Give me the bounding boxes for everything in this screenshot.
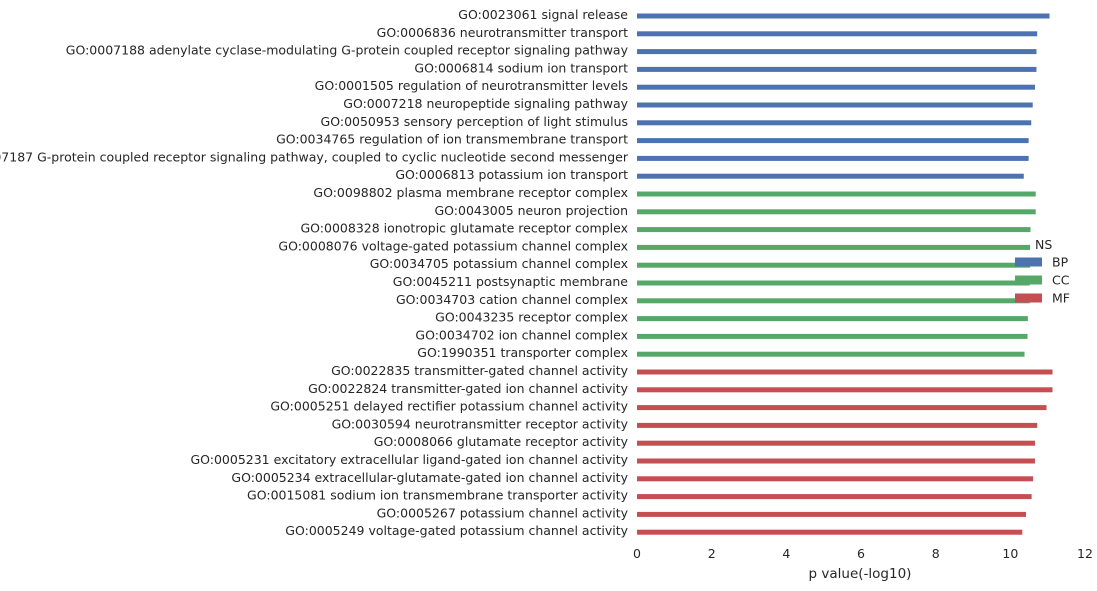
bar-mf — [637, 440, 1035, 446]
bar-mf — [637, 405, 1047, 411]
category-label: GO:0022835 transmitter-gated channel act… — [331, 363, 628, 378]
bar-mf — [637, 422, 1038, 428]
category-label: GO:0045211 postsynaptic membrane — [393, 274, 629, 289]
bar-mf — [637, 494, 1032, 500]
bar-mf — [637, 369, 1053, 375]
category-label: GO:0007218 neuropeptide signaling pathwa… — [343, 96, 628, 111]
x-tick-label: 0 — [633, 546, 641, 561]
x-axis-label: p value(-log10) — [809, 566, 912, 582]
category-label: GO:0008076 voltage-gated potassium chann… — [278, 238, 628, 253]
category-label: GO:0034702 ion channel complex — [415, 327, 628, 342]
x-axis-ticks-layer: 0 2 4 6 8 10 12 — [633, 546, 1093, 561]
x-tick-label: 10 — [1002, 546, 1018, 561]
bar-bp — [637, 102, 1033, 108]
category-label: GO:0005234 extracellular-glutamate-gated… — [231, 470, 628, 485]
x-tick-label: 6 — [857, 546, 865, 561]
bar-cc — [637, 316, 1028, 322]
category-label: GO:0015081 sodium ion transmembrane tran… — [247, 488, 629, 503]
category-label: GO:0008066 glutamate receptor activity — [374, 434, 629, 449]
category-label: GO:0005267 potassium channel activity — [377, 505, 629, 520]
legend: NS BP CC MF — [1015, 237, 1070, 306]
bar-bp — [637, 173, 1024, 179]
bar-mf — [637, 511, 1027, 517]
category-label: GO:0007187 G-protein coupled receptor si… — [0, 149, 629, 164]
category-label: GO:0030594 neurotransmitter receptor act… — [332, 416, 629, 431]
bar-bp — [637, 120, 1032, 126]
category-label: GO:0006813 potassium ion transport — [395, 167, 628, 182]
bar-mf — [637, 387, 1053, 393]
bar-bp — [637, 13, 1050, 19]
legend-label-bp: BP — [1052, 255, 1069, 270]
category-label: GO:0023061 signal release — [458, 7, 628, 22]
bar-bp — [637, 31, 1038, 37]
bar-mf — [637, 529, 1023, 535]
bar-cc — [637, 191, 1036, 197]
bar-mf — [637, 458, 1035, 464]
legend-label-cc: CC — [1052, 273, 1070, 288]
category-label: GO:0022824 transmitter-gated ion channel… — [308, 381, 629, 396]
category-label: GO:0043235 receptor complex — [435, 310, 628, 325]
category-label: GO:0034765 regulation of ion transmembra… — [276, 132, 628, 147]
category-label: GO:0005231 excitatory extracellular liga… — [190, 452, 628, 467]
bar-bp — [637, 155, 1029, 161]
bar-bp — [637, 84, 1035, 90]
bar-cc — [637, 333, 1028, 339]
category-label: GO:0043005 neuron projection — [434, 203, 628, 218]
bar-cc — [637, 280, 1030, 286]
x-tick-label: 2 — [708, 546, 716, 561]
legend-label-mf: MF — [1052, 291, 1070, 306]
category-label: GO:0006814 sodium ion transport — [414, 60, 628, 75]
category-label: GO:0001505 regulation of neurotransmitte… — [315, 78, 628, 93]
bar-cc — [637, 227, 1031, 233]
category-label: GO:0008328 ionotropic glutamate receptor… — [301, 221, 629, 236]
bar-cc — [637, 262, 1031, 268]
bar-cc — [637, 351, 1025, 357]
legend-title: NS — [1035, 237, 1052, 252]
bar-cc — [637, 298, 1030, 304]
category-label: GO:0007188 adenylate cyclase-modulating … — [66, 43, 629, 58]
category-label: GO:0034705 potassium channel complex — [370, 256, 628, 271]
legend-swatch-bp — [1015, 257, 1042, 267]
bar-cc — [637, 209, 1036, 215]
category-label: GO:0005251 delayed rectifier potassium c… — [270, 399, 628, 414]
category-labels-layer: GO:0023061 signal release GO:0006836 neur… — [0, 7, 629, 538]
category-label: GO:0006836 neurotransmitter transport — [377, 25, 628, 40]
bar-bp — [637, 138, 1029, 144]
x-tick-label: 8 — [932, 546, 940, 561]
x-tick-label: 12 — [1077, 546, 1093, 561]
category-label: GO:0005249 voltage-gated potassium chann… — [285, 523, 628, 538]
bar-cc — [637, 244, 1031, 250]
category-label: GO:0034703 cation channel complex — [396, 292, 628, 307]
category-label: GO:1990351 transporter complex — [417, 345, 628, 360]
bar-bp — [637, 66, 1037, 72]
legend-swatch-cc — [1015, 275, 1042, 285]
category-label: GO:0098802 plasma membrane receptor comp… — [313, 185, 628, 200]
x-tick-label: 4 — [782, 546, 790, 561]
bar-mf — [637, 476, 1034, 482]
category-label: GO:0050953 sensory perception of light s… — [321, 114, 628, 129]
bars-layer — [637, 13, 1053, 535]
bar-bp — [637, 49, 1037, 55]
legend-swatch-mf — [1015, 293, 1042, 303]
